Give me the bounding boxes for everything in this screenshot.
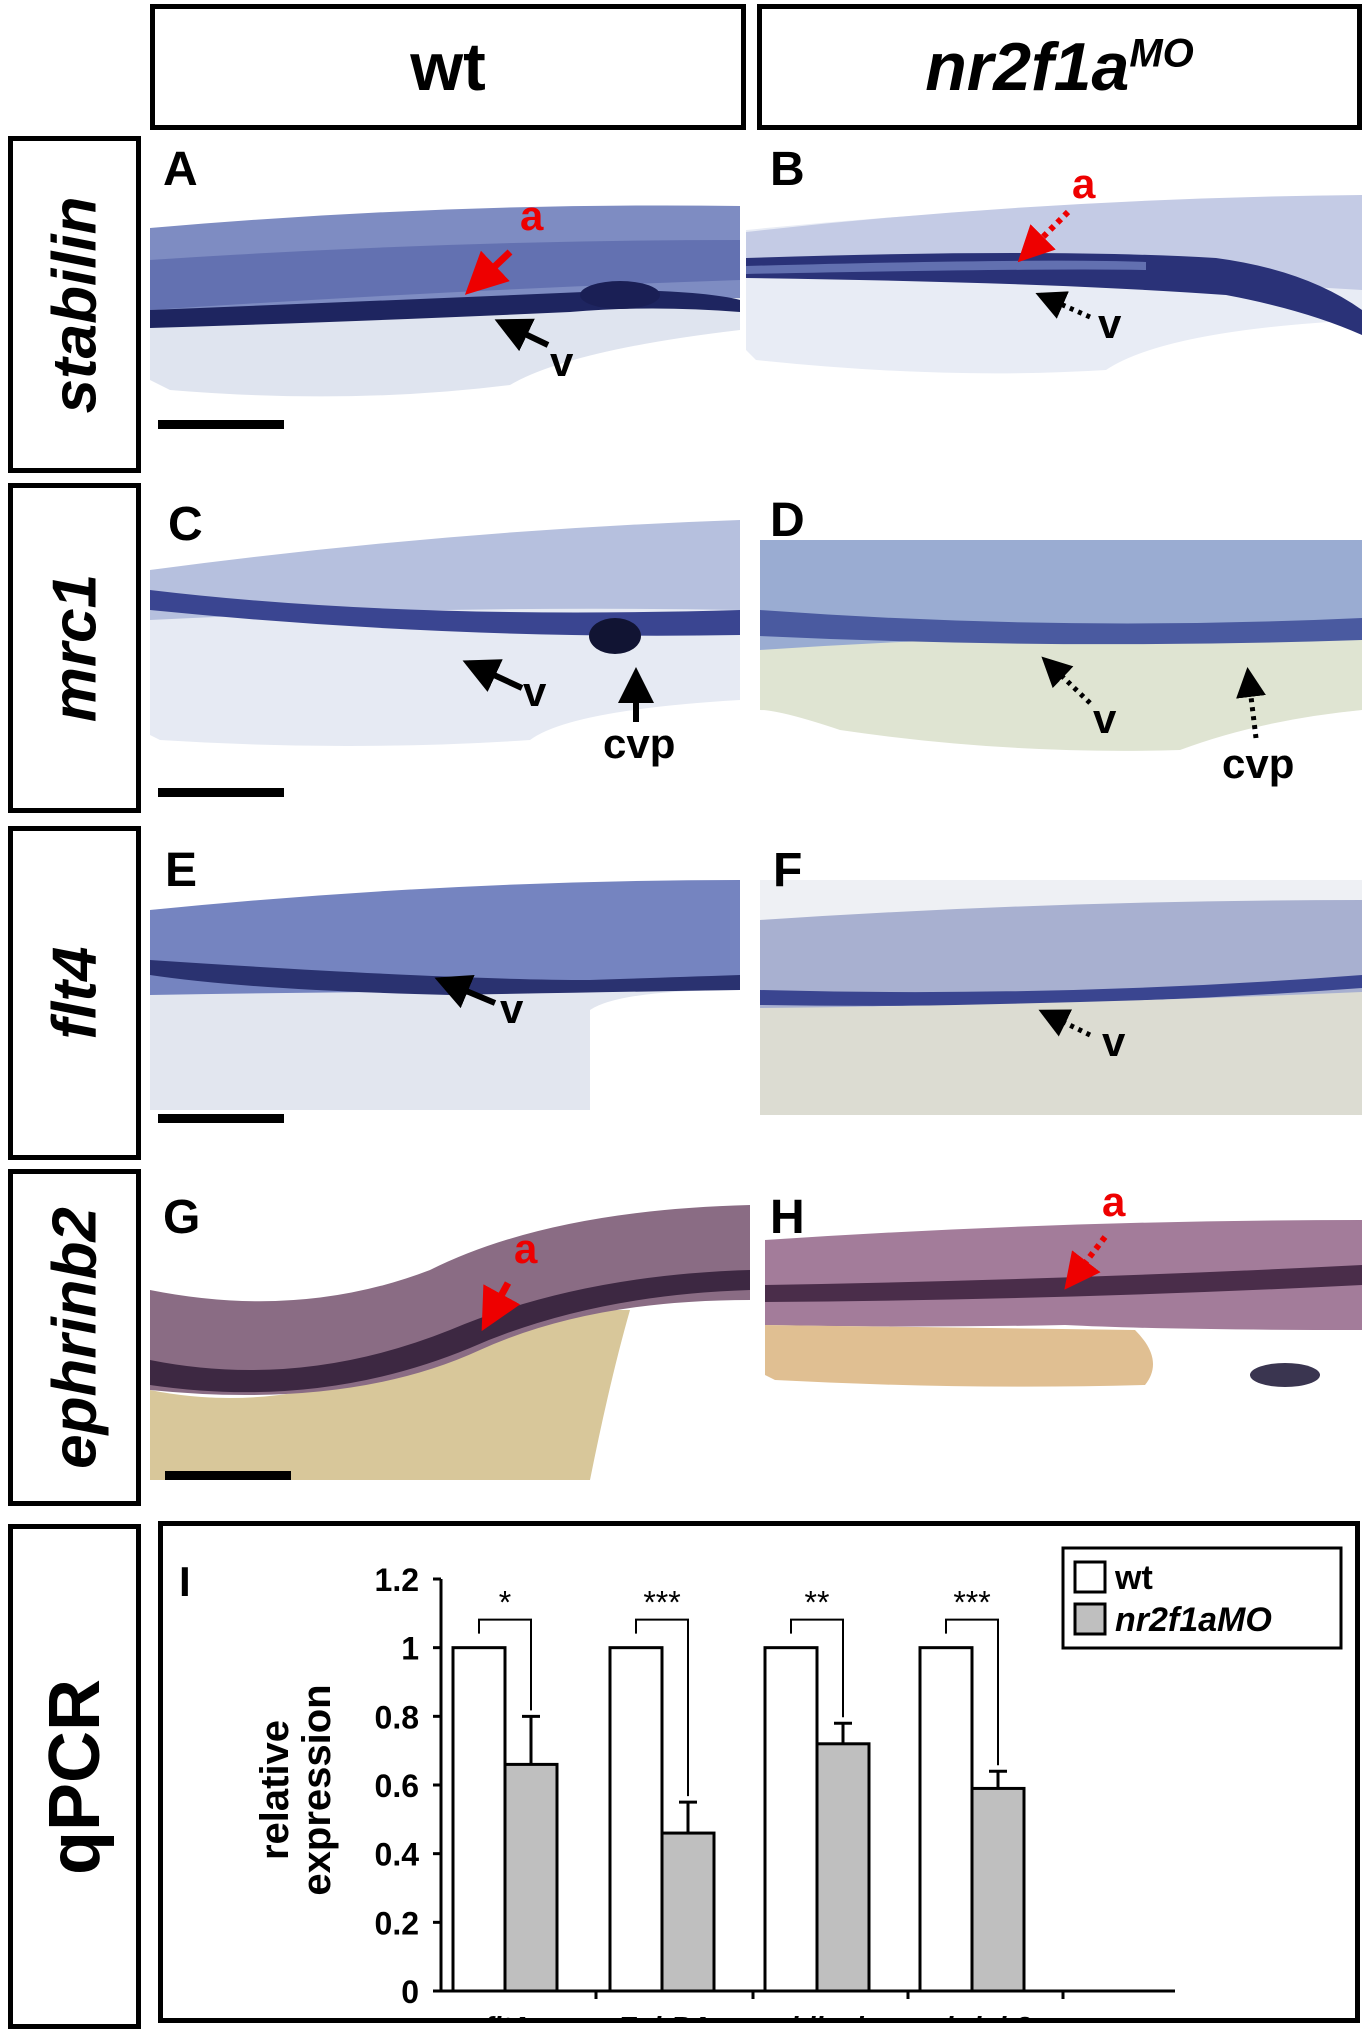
significance-bracket — [478, 1618, 532, 1711]
y-tick-label: 1 — [401, 1631, 419, 1667]
micrograph-B — [746, 140, 1362, 420]
bar-nr2f1aMO — [970, 1786, 1026, 1993]
legend-swatch — [1073, 1602, 1107, 1636]
micrograph-E — [150, 880, 740, 1110]
vein-label-B: v — [1098, 300, 1122, 347]
artery-label-H: a — [1102, 1178, 1126, 1225]
vein-label-F: v — [1102, 1018, 1126, 1065]
row-header-mrc1: mrc1 — [8, 483, 141, 813]
bar-wt — [918, 1646, 974, 1993]
significance-marker: *** — [953, 1585, 990, 1621]
row-header-flt4-text: flt4 — [40, 946, 109, 1040]
legend-box — [1061, 1546, 1343, 1650]
row-header-ephrinb2-text: ephrinb2 — [40, 1206, 109, 1469]
legend-swatch — [1073, 1560, 1107, 1594]
micrograph-C — [150, 490, 740, 780]
y-axis-label-line: relative — [253, 1720, 297, 1860]
bar-wt — [763, 1646, 819, 1993]
row-header-qpcr: qPCR — [8, 1524, 141, 2029]
vein-label-E: v — [500, 985, 524, 1032]
significance-marker: *** — [643, 1585, 680, 1621]
qpcr-bar-chart: I 0 0.2 0.4 0.6 0.8 1 1.2 relativeexpression * flt… — [179, 1546, 1343, 2018]
significance-bracket — [635, 1618, 689, 1797]
significance-bracket — [945, 1618, 999, 1766]
bar-nr2f1aMO — [815, 1742, 871, 1993]
micrograph-D — [760, 540, 1362, 780]
scale-bar — [158, 1114, 284, 1123]
panel-label-A: A — [163, 143, 198, 196]
panel-label-G: G — [163, 1191, 201, 1244]
row-header-stabilin: stabilin — [8, 136, 141, 473]
y-tick-label: 0.8 — [375, 1699, 419, 1735]
artery-label-A: a — [520, 192, 544, 239]
significance-marker: ** — [805, 1585, 830, 1621]
scale-bar — [158, 788, 284, 797]
y-axis-label-line: expression — [295, 1684, 339, 1895]
vein-label-A: v — [550, 338, 574, 385]
vein-label-C: v — [523, 668, 547, 715]
row-header-stabilin-text: stabilin — [40, 195, 109, 414]
chart-panel-label: I — [179, 1558, 191, 1605]
y-tick-label: 1.2 — [375, 1562, 419, 1598]
micrograph-F — [760, 880, 1362, 1115]
row-header-mrc1-text: mrc1 — [40, 573, 109, 723]
panel-label-F: F — [773, 844, 803, 897]
micrograph-A — [150, 140, 740, 420]
panel-label-B: B — [770, 143, 805, 196]
scale-bar — [165, 1471, 291, 1480]
column-header-morphant-text: nr2f1aMO — [925, 28, 1194, 106]
panel-label-E: E — [165, 844, 198, 897]
qpcr-chart-panel: I 0 0.2 0.4 0.6 0.8 1 1.2 relativeexpression * flt… — [158, 1521, 1360, 2023]
micrograph-G — [150, 1180, 750, 1490]
row-header-ephrinb2: ephrinb2 — [8, 1169, 141, 1506]
artery-label-B: a — [1072, 160, 1096, 207]
x-category-label: ephrinb2 — [913, 2011, 1032, 2018]
y-axis-label: relativeexpression — [253, 1684, 339, 1895]
bar-nr2f1aMO — [660, 1831, 716, 1993]
panel-label-H: H — [770, 1191, 805, 1244]
vein-label-D: v — [1093, 695, 1117, 742]
scale-bar — [158, 420, 284, 429]
bar-nr2f1aMO — [503, 1762, 559, 1993]
row-header-qpcr-text: qPCR — [34, 1678, 115, 1875]
x-category-label: EphB4 — [618, 2011, 707, 2018]
y-tick-label: 0.4 — [375, 1837, 420, 1873]
significance-bracket — [790, 1618, 844, 1718]
x-category-label: gridlock — [762, 2011, 873, 2018]
morphant-gene: nr2f1a — [925, 29, 1130, 105]
column-header-wt-text: wt — [410, 29, 486, 105]
x-category-label: flt4 — [484, 2011, 526, 2018]
y-tick-label: 0.2 — [375, 1905, 419, 1941]
cvp-label-C: cvp — [603, 720, 676, 767]
column-header-morphant: nr2f1aMO — [757, 4, 1362, 130]
y-tick-label: 0 — [401, 1974, 419, 2010]
cvp-label-D: cvp — [1222, 740, 1295, 787]
y-tick-label: 0.6 — [375, 1768, 419, 1804]
micrograph-H — [765, 1210, 1362, 1440]
panel-label-C: C — [168, 498, 203, 551]
bar-wt — [608, 1646, 664, 1993]
morphant-superscript: MO — [1129, 31, 1194, 76]
row-header-flt4: flt4 — [8, 826, 141, 1160]
column-header-wt: wt — [150, 4, 746, 130]
panel-label-D: D — [770, 494, 805, 547]
legend-label: wt — [1114, 1559, 1153, 1597]
significance-marker: * — [499, 1585, 511, 1621]
bar-wt — [451, 1646, 507, 1993]
artery-label-G: a — [514, 1225, 538, 1272]
legend-label: nr2f1aMO — [1115, 1601, 1272, 1639]
